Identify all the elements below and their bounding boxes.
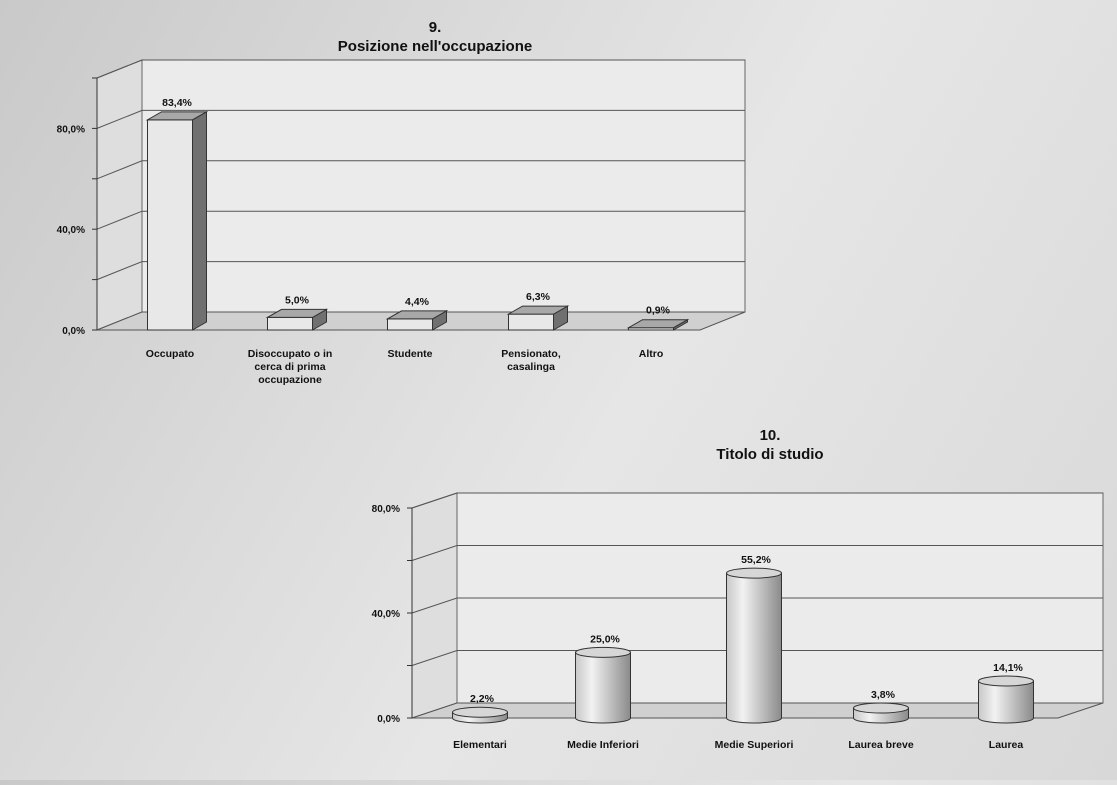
data-label: 2,2%	[470, 693, 495, 705]
data-label: 0,9%	[646, 305, 671, 317]
category-label-line: Elementari	[453, 739, 507, 751]
chart-1-title: Posizione nell'occupazione	[338, 38, 532, 55]
side-wall	[96, 59, 143, 331]
bar	[145, 110, 209, 331]
chart-2-bars	[452, 567, 1034, 724]
category-label: Occupato	[146, 348, 194, 360]
gridline	[96, 59, 745, 79]
bar-top	[145, 111, 209, 121]
bar-top	[575, 646, 631, 658]
gridline	[96, 261, 745, 281]
category-label: Medie Inferiori	[567, 739, 639, 751]
chart-1-bars	[145, 110, 690, 331]
gridline	[411, 545, 1103, 561]
category-label-line: casalinga	[507, 361, 555, 373]
bar	[726, 567, 782, 724]
back-wall	[141, 59, 746, 313]
chart-titolo-studio: 10. Titolo di studio 0,0% 40,0% 80,0% 2,2% E…	[372, 427, 1104, 751]
category-label-line: Occupato	[146, 348, 194, 360]
category-label-line: Medie Inferiori	[567, 739, 639, 751]
gridline	[411, 492, 1103, 509]
category-label: Medie Superiori	[715, 739, 794, 751]
chart-2-labels: 0,0% 40,0% 80,0% 2,2% Elementari 25,0% Medie I…	[372, 504, 1024, 751]
y-tick-label: 40,0%	[57, 225, 85, 236]
bar	[978, 675, 1034, 724]
y-tick-label: 80,0%	[57, 124, 85, 135]
category-label-line: Laurea	[989, 739, 1024, 751]
chart-2-number: 10.	[760, 427, 781, 444]
bar-top	[506, 305, 570, 315]
category-label-line: Laurea breve	[848, 739, 914, 751]
category-label: Studente	[388, 348, 433, 360]
bar-body	[978, 680, 1034, 724]
bar-top	[385, 310, 449, 320]
bar-top	[726, 567, 782, 579]
bar	[626, 318, 690, 331]
chart-1-labels: 0,0% 40,0% 80,0% 83,4% Occupato 5,0% Disoccupa…	[57, 97, 671, 386]
y-tick-label: 80,0%	[372, 504, 400, 515]
category-label-line: Disoccupato o in	[248, 348, 333, 360]
data-label: 55,2%	[741, 554, 771, 566]
bar-top	[853, 702, 909, 714]
bar-front	[267, 316, 313, 331]
bar-top	[452, 706, 508, 718]
gridline	[96, 160, 745, 180]
data-label: 3,8%	[871, 689, 896, 701]
bar-body	[575, 651, 631, 724]
bar-body	[726, 572, 782, 724]
bar-top	[978, 675, 1034, 687]
chart-1-number: 9.	[429, 19, 442, 36]
gridline	[96, 210, 745, 230]
data-label: 6,3%	[526, 291, 551, 303]
bar-top	[265, 308, 329, 318]
category-label: Disoccupato o in cerca di prima occupazion…	[248, 348, 333, 386]
data-label: 5,0%	[285, 294, 310, 306]
category-label-line: occupazione	[258, 374, 322, 386]
category-label: Laurea breve	[848, 739, 914, 751]
bar-side	[192, 110, 207, 331]
y-tick-label: 0,0%	[62, 326, 85, 337]
bar	[452, 706, 508, 724]
category-label-line: Altro	[639, 348, 664, 360]
bar	[385, 310, 449, 331]
category-label-line: Medie Superiori	[715, 739, 794, 751]
data-label: 25,0%	[590, 633, 620, 645]
chart-posizione-occupazione: 9. Posizione nell'occupazione 0,0% 40,0% 8…	[57, 19, 746, 386]
category-label-line: Studente	[388, 348, 433, 360]
data-label: 14,1%	[993, 662, 1023, 674]
gridline	[96, 109, 745, 129]
category-label: Pensionato, casalinga	[501, 348, 561, 373]
chart-2-title: Titolo di studio	[716, 446, 823, 463]
category-label-line: Pensionato,	[501, 348, 561, 360]
bar	[575, 646, 631, 724]
bar-top	[626, 319, 690, 329]
category-label: Elementari	[453, 739, 507, 751]
data-label: 4,4%	[405, 296, 430, 308]
gridline	[411, 597, 1103, 614]
bar-front	[387, 318, 433, 331]
gridline	[411, 650, 1103, 666]
y-tick-label: 0,0%	[377, 714, 400, 725]
y-tick-label: 40,0%	[372, 609, 400, 620]
bar-front	[147, 119, 193, 331]
bar-front	[508, 313, 554, 331]
category-label-line: cerca di prima	[254, 361, 325, 373]
bar	[265, 308, 329, 331]
category-label: Laurea	[989, 739, 1024, 751]
bar	[853, 702, 909, 724]
data-label: 83,4%	[162, 97, 192, 109]
category-label: Altro	[639, 348, 664, 360]
bar	[506, 305, 570, 331]
